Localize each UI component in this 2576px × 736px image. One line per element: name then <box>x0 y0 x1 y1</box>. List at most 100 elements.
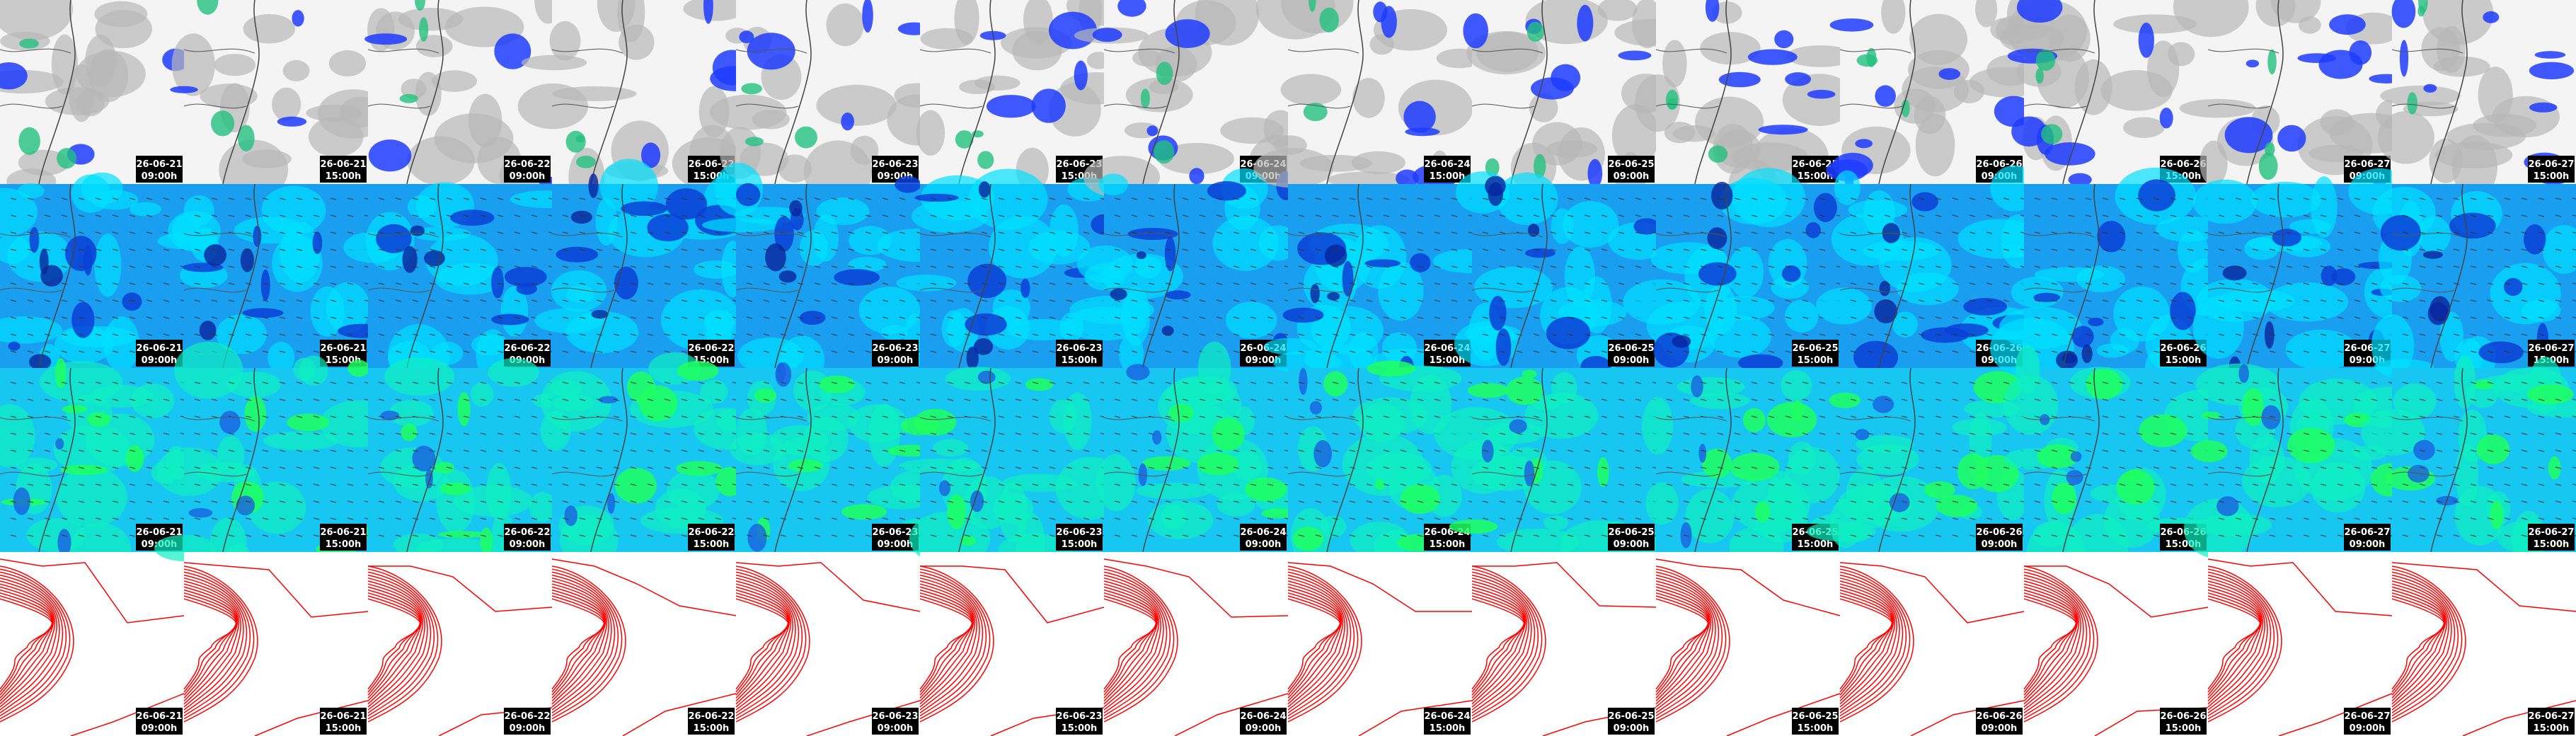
wind-arrow <box>1751 534 1758 537</box>
isobar <box>551 574 616 714</box>
wind-arrow <box>2419 500 2426 503</box>
wind-arrow <box>2034 231 2041 234</box>
field-patch <box>236 495 255 516</box>
field-patch <box>211 110 235 137</box>
wind-arrow <box>1349 449 1356 452</box>
wind-arrow <box>681 500 688 503</box>
state-border <box>367 416 439 477</box>
wind-arrow <box>129 415 136 418</box>
wind-arrow <box>2555 449 2562 452</box>
wind-arrow <box>1315 299 1322 302</box>
wind-arrow <box>831 449 838 452</box>
field-patch <box>1400 484 1440 514</box>
wind-arrow <box>981 316 988 319</box>
wind-arrow <box>44 517 51 520</box>
wind-arrow <box>1867 248 1874 251</box>
field-patch <box>556 246 599 263</box>
field-patch <box>1495 328 1512 366</box>
isobar <box>1287 589 1342 698</box>
wind-arrow <box>1434 231 1441 234</box>
wind-arrow <box>1635 333 1642 336</box>
wind-arrow <box>2453 197 2460 200</box>
isobar <box>1287 598 1341 690</box>
wind-arrow <box>780 381 787 384</box>
isobar <box>367 565 442 723</box>
wind-arrow <box>1850 350 1857 353</box>
wind-arrow <box>1700 449 1707 452</box>
wind-arrow <box>1049 398 1056 401</box>
wind-arrow <box>463 534 470 537</box>
wind-arrow <box>899 398 906 401</box>
wind-arrow <box>95 381 102 384</box>
wind-arrow <box>981 265 988 268</box>
wind-arrow <box>698 449 705 452</box>
coastline <box>38 183 76 369</box>
wind-arrow <box>1986 432 1993 435</box>
wind-arrow <box>562 398 569 401</box>
field-patch <box>2439 311 2464 362</box>
field-patch <box>419 17 429 42</box>
wind-arrow <box>2068 333 2075 336</box>
date-label: 26-06-25 <box>1608 527 1654 538</box>
wind-arrow <box>1584 449 1591 452</box>
wind-arrow <box>1952 517 1959 520</box>
isobar <box>919 592 973 696</box>
field-patch <box>1975 0 1998 28</box>
wind-arrow <box>1618 333 1625 336</box>
wind-arrow <box>78 432 85 435</box>
state-border <box>1839 232 1911 293</box>
wind-arrow <box>1199 500 1206 503</box>
wind-arrow <box>211 248 218 251</box>
time-label: 15:00h <box>1062 355 1098 366</box>
wind-arrow <box>1584 333 1591 336</box>
field-patch <box>244 396 267 432</box>
wind-arrow <box>1250 333 1257 336</box>
field-patch <box>970 490 984 512</box>
wind-arrow <box>1332 282 1339 285</box>
wind-arrow <box>1768 500 1775 503</box>
wind-arrow <box>1584 500 1591 503</box>
wind-arrow <box>463 197 470 200</box>
wind-arrow <box>2572 214 2576 217</box>
wind-arrow <box>814 449 821 452</box>
wind-arrow <box>2252 316 2259 319</box>
field-patch <box>1261 508 1296 519</box>
wind-arrow <box>1400 333 1407 336</box>
wind-arrow <box>899 432 906 435</box>
wind-arrow <box>1383 231 1390 234</box>
wind-arrow <box>279 282 286 285</box>
isobar <box>1287 574 1352 714</box>
wind-arrow <box>964 350 971 353</box>
wind-arrow <box>1400 316 1407 319</box>
wind-arrow <box>1131 449 1138 452</box>
wind-arrow <box>2521 197 2528 200</box>
wind-arrow <box>1935 466 1942 469</box>
wind-arrow <box>2136 299 2143 302</box>
timestamp-box <box>1608 340 1655 367</box>
wind-arrow <box>1182 449 1189 452</box>
wind-arrow <box>1819 466 1826 469</box>
field-patch <box>1146 125 1158 137</box>
isobar <box>1174 693 1289 736</box>
wind-arrow <box>1083 466 1090 469</box>
wind-arrow <box>831 517 838 520</box>
wind-arrow <box>1148 398 1155 401</box>
wind-arrow <box>480 214 487 217</box>
wind-arrow <box>112 449 119 452</box>
wind-arrow <box>2286 381 2293 384</box>
wind-arrow <box>2521 466 2528 469</box>
wind-arrow <box>78 517 85 520</box>
wind-arrow <box>1516 534 1523 537</box>
wind-arrow <box>613 316 620 319</box>
wind-arrow <box>395 214 402 217</box>
wind-arrow <box>514 432 521 435</box>
wind-arrow <box>981 415 988 418</box>
wind-arrow <box>395 398 402 401</box>
wind-arrow <box>1986 381 1993 384</box>
wind-arrow <box>514 197 521 200</box>
wind-arrow <box>429 381 436 384</box>
wind-arrow <box>313 500 320 503</box>
wind-arrow <box>1298 316 1305 319</box>
wind-arrow <box>1867 316 1874 319</box>
wind-arrow <box>1567 415 1574 418</box>
